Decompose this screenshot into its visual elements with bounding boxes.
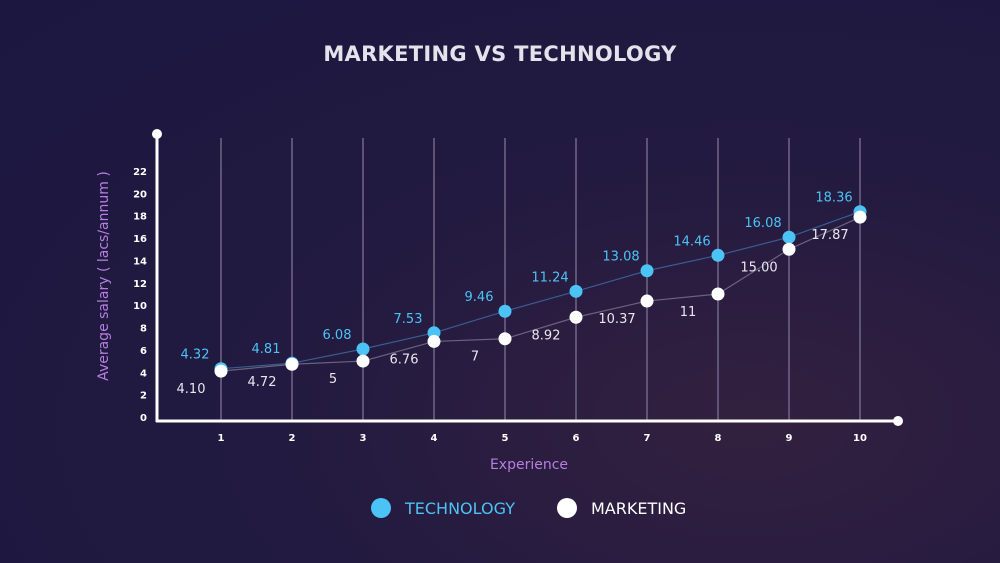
data-label-technology: 6.08 [323,328,352,343]
legend-label-marketing: MARKETING [591,498,687,518]
data-point-marketing [853,210,867,224]
x-axis-label: Experience [490,457,568,473]
legend-item-marketing: MARKETING [557,498,686,518]
y-tick-label: 0 [140,413,147,424]
data-point-technology [569,284,583,298]
y-axis-end-dot [152,129,162,139]
data-point-technology [782,230,796,244]
y-tick-label: 14 [133,256,147,267]
legend-label-technology: TECHNOLOGY [405,498,515,518]
y-tick-label: 4 [140,368,147,379]
x-tick-label: 6 [573,433,580,444]
x-tick-label: 1 [218,433,225,444]
data-label-technology: 9.46 [465,290,494,305]
data-label-marketing: 7 [471,350,479,365]
legend-marker-technology [371,498,391,518]
data-label-technology: 4.81 [252,342,281,357]
x-tick-label: 9 [786,433,793,444]
data-label-technology: 4.32 [181,348,210,363]
x-tick-label: 3 [360,433,367,444]
data-point-marketing [782,242,796,256]
data-label-marketing: 17.87 [811,228,848,243]
x-tick-label: 2 [289,433,296,444]
y-tick-label: 22 [133,167,147,178]
series-line-marketing [220,216,861,372]
data-point-technology [498,304,512,318]
y-tick-label: 20 [133,189,147,200]
data-point-marketing [640,294,654,308]
x-tick-label: 10 [853,433,867,444]
data-point-technology [356,342,370,356]
data-label-marketing: 6.76 [390,352,419,367]
data-label-marketing: 5 [329,372,337,387]
legend-item-technology: TECHNOLOGY [371,498,515,518]
y-tick-label: 12 [133,279,147,290]
y-tick-label: 6 [140,346,147,357]
y-tick-label: 2 [140,391,147,402]
data-label-technology: 7.53 [394,312,423,327]
data-label-marketing: 11 [680,305,697,320]
data-label-technology: 14.46 [673,234,710,249]
data-point-marketing [498,332,512,346]
data-label-marketing: 8.92 [532,328,561,343]
data-label-technology: 13.08 [602,250,639,265]
data-label-technology: 16.08 [744,216,781,231]
data-point-technology [711,248,725,262]
x-tick-label: 8 [715,433,722,444]
data-label-marketing: 15.00 [740,260,777,275]
x-tick-label: 7 [644,433,651,444]
data-point-technology [640,264,654,278]
x-tick-label: 4 [431,433,438,444]
data-point-marketing [285,357,299,371]
data-label-technology: 11.24 [531,270,568,285]
data-point-marketing [711,287,725,301]
data-label-marketing: 4.72 [248,375,277,390]
data-point-marketing [214,364,228,378]
y-axis-label: Average salary ( lacs/annum ) [96,171,112,381]
data-label-technology: 18.36 [815,191,852,206]
x-tick-label: 5 [502,433,509,444]
x-axis-end-dot [893,416,903,426]
y-tick-label: 10 [133,301,147,312]
data-point-marketing [569,310,583,324]
y-tick-label: 16 [133,234,147,245]
y-tick-label: 18 [133,212,147,223]
data-point-marketing [356,354,370,368]
series-line-technology [220,211,861,370]
data-label-marketing: 4.10 [177,382,206,397]
chart-title: MARKETING VS TECHNOLOGY [323,42,677,66]
data-point-marketing [427,334,441,348]
data-label-marketing: 10.37 [598,312,635,327]
legend-marker-marketing [557,498,577,518]
y-tick-label: 8 [140,324,147,335]
